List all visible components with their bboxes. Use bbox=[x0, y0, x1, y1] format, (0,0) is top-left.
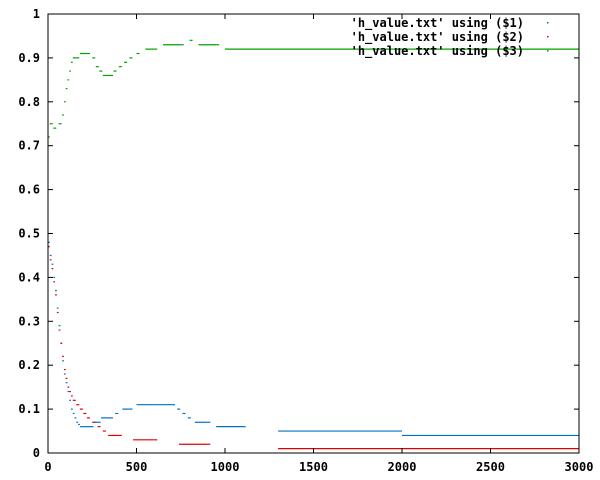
x-tick-label: 3000 bbox=[565, 460, 594, 474]
plot-frame bbox=[47, 13, 580, 454]
legend-entry-label: 'h_value.txt' using ($2) bbox=[351, 30, 524, 45]
x-tick-label: 2000 bbox=[388, 460, 417, 474]
y-tick-label: 0.1 bbox=[18, 402, 40, 416]
axis-layer: 0 0.1 0.2 0.3 0.4 0.5 0.6 0.7 0.8 0.9 1 0 500 1000 150… bbox=[18, 7, 593, 474]
y-tick-label: 0 bbox=[33, 446, 40, 460]
y-tick-label: 0.2 bbox=[18, 358, 40, 372]
x-tick-label: 1500 bbox=[299, 460, 328, 474]
legend-swatch bbox=[547, 50, 549, 52]
y-tick-label: 1 bbox=[33, 7, 40, 21]
legend-swatch bbox=[547, 36, 549, 38]
x-tick-label: 500 bbox=[126, 460, 148, 474]
legend-swatch bbox=[547, 22, 549, 24]
legend-entry-label: 'h_value.txt' using ($3) bbox=[351, 44, 524, 59]
y-tick-label: 0.9 bbox=[18, 51, 40, 65]
y-tick-label: 0.3 bbox=[18, 314, 40, 328]
y-tick-label: 0.8 bbox=[18, 95, 40, 109]
legend-entry-label: 'h_value.txt' using ($1) bbox=[351, 16, 524, 31]
y-tick-label: 0.6 bbox=[18, 183, 40, 197]
x-tick-label: 0 bbox=[44, 460, 51, 474]
y-tick-label: 0.4 bbox=[18, 270, 40, 284]
y-tick-label: 0.7 bbox=[18, 139, 40, 153]
series-1 bbox=[48, 241, 579, 437]
series-3 bbox=[48, 39, 579, 138]
x-tick-label: 2500 bbox=[476, 460, 505, 474]
legend: 'h_value.txt' using ($1)'h_value.txt' us… bbox=[351, 16, 549, 59]
y-tick-label: 0.5 bbox=[18, 227, 40, 241]
x-tick-label: 1000 bbox=[211, 460, 240, 474]
series-2 bbox=[48, 246, 579, 450]
plot-layer bbox=[48, 39, 579, 450]
